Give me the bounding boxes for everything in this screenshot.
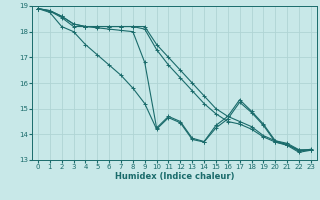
X-axis label: Humidex (Indice chaleur): Humidex (Indice chaleur) <box>115 172 234 181</box>
